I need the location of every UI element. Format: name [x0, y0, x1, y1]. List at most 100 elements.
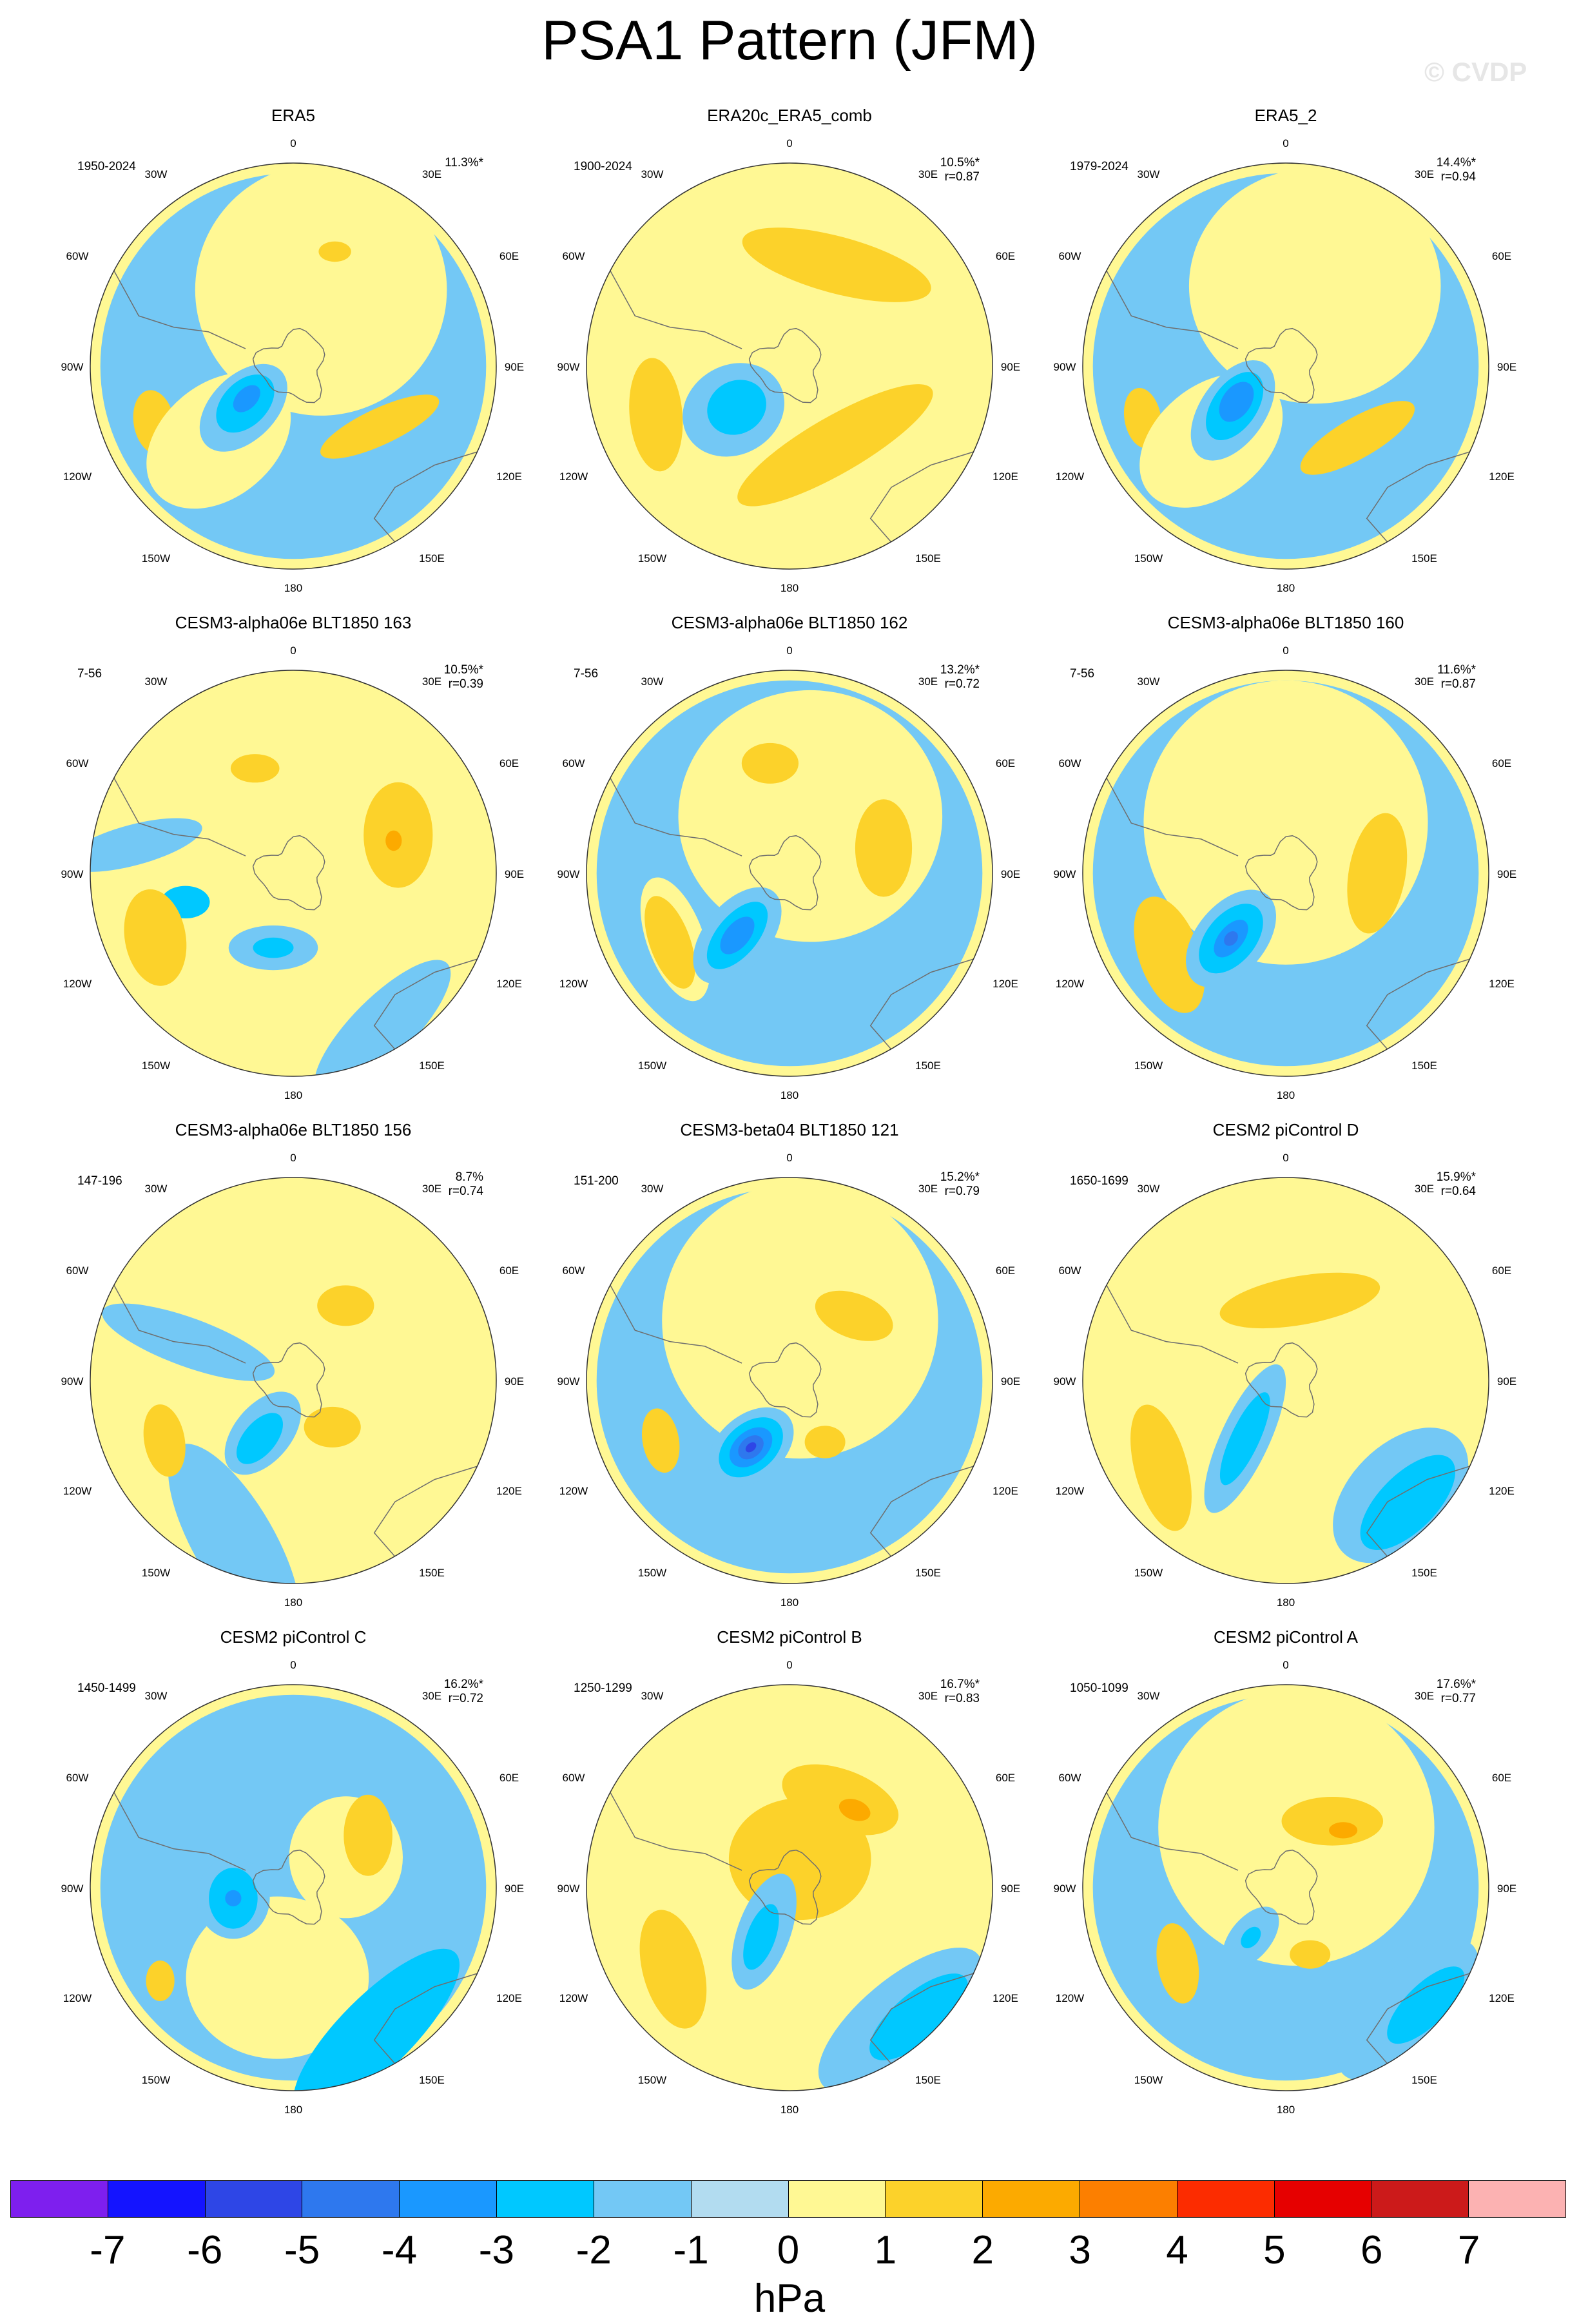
panel-years: 7-56	[574, 667, 598, 681]
contour-region	[1290, 1940, 1331, 1969]
longitude-label: 90W	[557, 361, 580, 373]
contour-region	[1300, 401, 1415, 475]
longitude-label: 180	[1277, 1089, 1295, 1101]
map-border	[586, 1684, 993, 2091]
panel-years: 147-196	[77, 1174, 122, 1188]
longitude-label: 90E	[505, 1883, 524, 1895]
map-border	[90, 1177, 497, 1584]
contour-region	[304, 1406, 361, 1448]
contour-fields	[586, 1177, 993, 1583]
longitude-label: 90E	[1001, 1375, 1020, 1388]
contour-region	[737, 384, 933, 507]
australia-outline	[869, 958, 974, 1050]
contour-region	[143, 1404, 186, 1477]
south-america-outline	[610, 777, 742, 857]
colorbar-tick-label: -6	[187, 2228, 223, 2272]
panel-correlation: r=0.83	[945, 1692, 980, 1705]
australia-outline	[869, 1466, 974, 1557]
contour-region	[1130, 1404, 1192, 1531]
longitude-label: 120E	[993, 1992, 1018, 2004]
australia-outline	[373, 451, 478, 543]
contour-region	[639, 1910, 707, 2029]
longitude-label: 120E	[993, 470, 1018, 483]
longitude-label: 150W	[142, 1567, 170, 1579]
colorbar-swatch	[399, 2180, 497, 2218]
longitude-label: 30W	[1138, 168, 1160, 180]
colorbar-swatch	[10, 2180, 108, 2218]
contour-region	[293, 1948, 460, 2091]
south-america-outline	[610, 1284, 742, 1364]
longitude-label: 120E	[1489, 1485, 1515, 1497]
map-border	[1082, 1684, 1489, 2091]
contour-region	[641, 1408, 680, 1473]
colorbar-swatch	[1176, 2180, 1274, 2218]
panel-years: 1979-2024	[1070, 160, 1129, 173]
contour-region	[1347, 813, 1408, 934]
contour-region	[743, 1904, 779, 1970]
longitude-label: 150W	[1134, 1567, 1163, 1579]
longitude-label: 150W	[638, 1567, 666, 1579]
longitude-label: 150E	[1411, 552, 1437, 565]
antarctica-outline	[748, 1849, 822, 1925]
longitude-label: 60W	[563, 250, 585, 262]
panel-title: CESM2 piControl D	[1213, 1123, 1359, 1139]
panel-percent-variance: 10.5%*	[940, 156, 980, 169]
contour-region	[838, 1799, 871, 1821]
panel-correlation: r=0.72	[449, 1692, 483, 1705]
longitude-label: 30W	[145, 675, 168, 688]
longitude-label: 150E	[915, 2074, 941, 2086]
longitude-label: 60E	[499, 1772, 519, 1784]
contour-fields	[586, 163, 993, 569]
map-svg: CESM3-beta04 BLT1850 121 151-200 15.2%*r=0…	[557, 1123, 1021, 1609]
longitude-label: 150E	[419, 1567, 445, 1579]
contour-region	[317, 1285, 374, 1326]
longitude-label: 30E	[1415, 1183, 1434, 1195]
map-panel: CESM2 piControl A 1050-1099 17.6%* r=0.77 0 3…	[1038, 1630, 1534, 2126]
longitude-label: 150E	[419, 2074, 445, 2086]
longitude-label: 120W	[63, 1992, 92, 2004]
longitude-label: 0	[290, 1152, 296, 1164]
longitude-label: 30E	[422, 1690, 441, 1702]
panel-correlation: r=0.87	[1441, 677, 1476, 691]
contour-region	[644, 896, 695, 989]
longitude-label: 120W	[1056, 978, 1084, 990]
longitude-label: 60W	[1059, 1772, 1081, 1784]
longitude-label: 180	[780, 2104, 799, 2116]
longitude-label: 150W	[1134, 552, 1163, 565]
colorbar-tick-label: 2	[971, 2228, 994, 2272]
map-border	[586, 670, 993, 1077]
longitude-label: 60W	[563, 1772, 585, 1784]
panel-years: 151-200	[574, 1174, 619, 1188]
contour-region	[742, 228, 931, 302]
antarctica-outline	[748, 327, 822, 403]
longitude-label: 60E	[499, 250, 519, 262]
panel-percent-variance: 11.6%*	[1437, 663, 1476, 677]
contour-region	[100, 680, 487, 1067]
longitude-label: 90E	[1497, 1375, 1516, 1388]
map-svg: ERA5_2 1979-2024 14.4%*r=0.94 0 30W 30E 60W 60E…	[1054, 108, 1517, 594]
longitude-label: 0	[1283, 137, 1288, 150]
panel-years: 1050-1099	[1070, 1681, 1129, 1695]
longitude-label: 150W	[142, 2074, 170, 2086]
longitude-label: 30W	[145, 1690, 168, 1702]
longitude-label: 90E	[1497, 868, 1516, 880]
colorbar-swatch	[885, 2180, 983, 2218]
map-panel: ERA5_2 1979-2024 14.4%* r=0.94 0 30W 30E 60W 60E…	[1038, 108, 1534, 605]
map-border	[90, 162, 497, 570]
longitude-label: 60W	[66, 757, 89, 770]
panel-title: ERA20c_ERA5_comb	[707, 108, 872, 125]
panel-correlation: r=0.74	[449, 1185, 484, 1198]
panel-title: CESM3-alpha06e BLT1850 156	[175, 1123, 412, 1139]
map-panel: CESM2 piControl C 1450-1499 16.2%* r=0.72 0 3…	[45, 1630, 541, 2126]
colorbar	[10, 2180, 1566, 2219]
panel-correlation: r=0.39	[449, 677, 483, 691]
colorbar-tick-label: -4	[381, 2228, 418, 2272]
longitude-label: 120W	[63, 978, 92, 990]
longitude-label: 120W	[63, 1485, 92, 1497]
colorbar-swatch	[788, 2180, 886, 2218]
contour-region	[124, 889, 187, 986]
map-border	[1082, 1177, 1489, 1584]
australia-outline	[869, 451, 974, 543]
colorbar-swatch	[982, 2180, 1080, 2218]
panel-years: 1900-2024	[574, 160, 632, 173]
